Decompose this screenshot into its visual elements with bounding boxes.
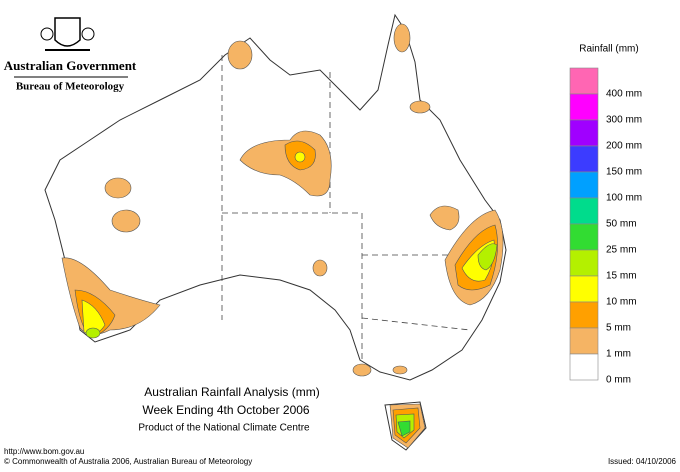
footer-url[interactable]: http://www.bom.gov.au (4, 447, 84, 456)
logo (40, 17, 95, 51)
legend-label: 25 mm (606, 245, 637, 256)
legend-swatch (569, 145, 599, 173)
map-subtitle: Week Ending 4th October 2006 (142, 403, 310, 417)
legend-label: 5 mm (606, 323, 631, 334)
map-title: Australian Rainfall Analysis (mm) (144, 385, 319, 399)
legend-swatch (569, 197, 599, 225)
legend-swatch (569, 223, 599, 251)
legend-swatch (569, 119, 599, 147)
legend-label: 100 mm (606, 193, 642, 204)
legend-swatch (569, 327, 599, 355)
bureau-name: Bureau of Meteorology (16, 81, 125, 93)
legend-swatch (569, 353, 599, 381)
legend-label: 50 mm (606, 219, 637, 230)
legend: 400 mm 300 mm 200 mm 150 mm 100 mm 50 mm 25 mm… (569, 67, 642, 386)
legend-label: 1 mm (606, 349, 631, 360)
legend-swatch (569, 301, 599, 329)
australia-map (44, 13, 507, 451)
legend-swatch (569, 275, 599, 303)
legend-label: 15 mm (606, 271, 637, 282)
legend-label: 200 mm (606, 141, 642, 152)
legend-label: 150 mm (606, 167, 642, 178)
government-name: Australian Government (4, 58, 137, 73)
legend-swatch (569, 67, 599, 95)
footer-issued: Issued: 04/10/2006 (608, 457, 677, 466)
legend-swatch (569, 171, 599, 199)
legend-label: 0 mm (606, 375, 631, 386)
footer-copyright: © Commonwealth of Australia 2006, Austra… (4, 457, 252, 466)
legend-label: 400 mm (606, 89, 642, 100)
legend-label: 10 mm (606, 297, 637, 308)
legend-swatch (569, 249, 599, 277)
legend-title: Rainfall (mm) (579, 44, 638, 55)
legend-swatch (569, 93, 599, 121)
legend-label: 300 mm (606, 115, 642, 126)
map-credit: Product of the National Climate Centre (138, 423, 310, 434)
